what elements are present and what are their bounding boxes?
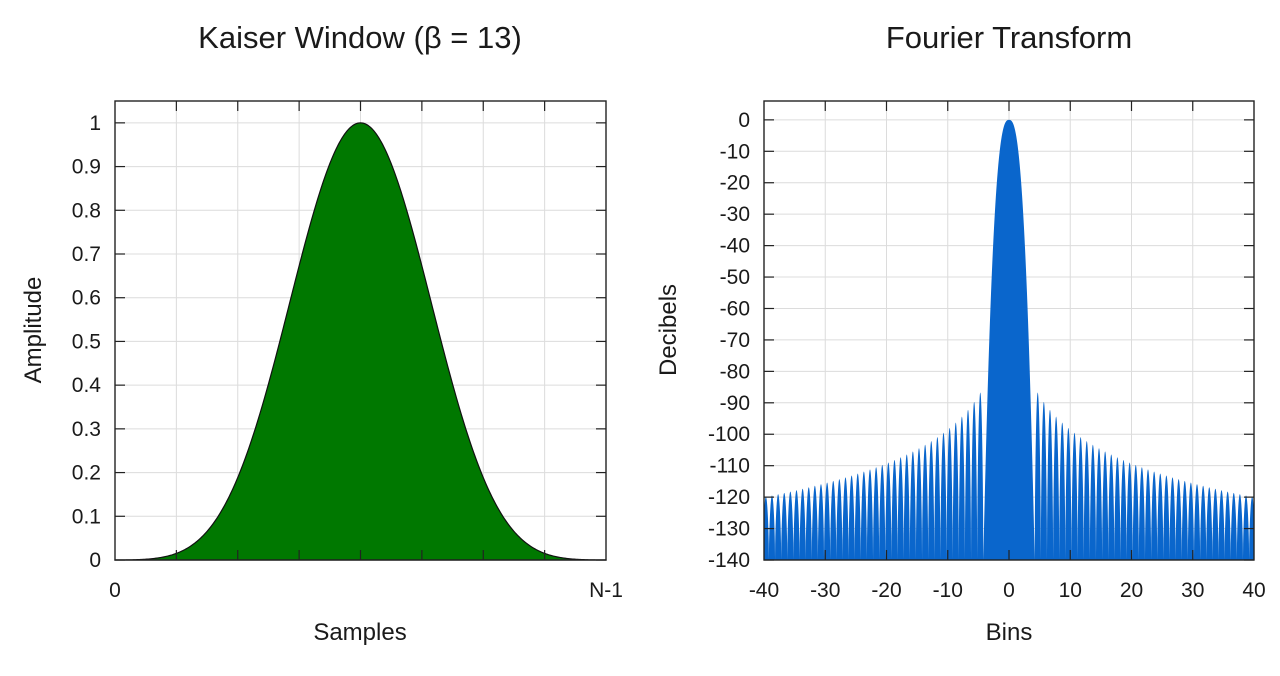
y-axis-label-left: Amplitude: [20, 277, 47, 384]
y-tick-label: 0.4: [72, 374, 102, 397]
y-tick-labels-left: 0 0.1 0.2 0.3 0.4 0.5 0.6 0.7 0.8 0.9 1: [72, 112, 102, 572]
spectrum-area: [764, 119, 1254, 561]
y-tick-label: -10: [720, 140, 750, 163]
y-tick-label: -90: [720, 392, 750, 415]
y-tick-label: 0: [738, 109, 750, 132]
x-tick-label: 10: [1059, 579, 1082, 602]
y-tick-label: 0.9: [72, 156, 101, 179]
x-tick-label: -10: [933, 579, 963, 602]
y-tick-label: -50: [720, 266, 750, 289]
y-tick-label: -130: [708, 518, 750, 541]
y-tick-label: -40: [720, 235, 750, 258]
kaiser-window-chart: Kaiser Window (β = 13) 00.10.20.30.40.50…: [20, 20, 623, 646]
y-tick-labels-right: 0 -10 -20 -30 -40 -50 -60 -70 -80 -90 -100 -110 -120…: [708, 109, 750, 572]
y-tick-label: 0.7: [72, 243, 101, 266]
y-tick-label: -100: [708, 423, 750, 446]
x-axis-label-left: Samples: [313, 619, 406, 646]
y-tick-label: 0.5: [72, 330, 101, 353]
x-tick-labels-right: -40 -30 -20 -10 0 10 20 30 40: [749, 579, 1266, 602]
y-axis-label-right: Decibels: [655, 284, 682, 376]
y-tick-label: 1: [89, 112, 101, 135]
y-tick-label: 0.3: [72, 418, 101, 441]
chart-title-left: Kaiser Window (β = 13): [198, 20, 522, 55]
y-tick-label: 0: [89, 549, 101, 572]
y-tick-label: -70: [720, 329, 750, 352]
y-tick-label: 0.8: [72, 199, 101, 222]
x-tick-label-start: 0: [109, 579, 121, 602]
tick-marks-left: [115, 101, 606, 561]
y-tick-label: 0.1: [72, 505, 101, 528]
y-tick-label: -20: [720, 172, 750, 195]
y-tick-label: -140: [708, 549, 750, 572]
x-tick-label: 20: [1120, 579, 1143, 602]
tick-marks-right: [764, 101, 1254, 561]
x-axis-label-right: Bins: [986, 619, 1033, 646]
y-tick-label: 0.2: [72, 462, 101, 485]
y-tick-label: -120: [708, 486, 750, 509]
y-tick-label: -80: [720, 360, 750, 383]
window-area: [114, 122, 607, 561]
chart-title-right: Fourier Transform: [886, 20, 1132, 55]
x-tick-label: 30: [1181, 579, 1204, 602]
x-tick-label: -30: [810, 579, 840, 602]
x-tick-label-end: N-1: [589, 579, 623, 602]
y-tick-label: -110: [710, 455, 750, 478]
x-tick-label: -40: [749, 579, 779, 602]
x-tick-label: -20: [871, 579, 901, 602]
y-tick-label: 0.6: [72, 287, 101, 310]
y-tick-label: -60: [720, 297, 750, 320]
x-tick-label: 0: [1003, 579, 1015, 602]
x-tick-label: 40: [1242, 579, 1265, 602]
y-tick-label: -30: [720, 203, 750, 226]
fourier-transform-chart: Fourier Transform 0 -10 -20 -30 -40 -50 -60 -70…: [655, 20, 1266, 646]
